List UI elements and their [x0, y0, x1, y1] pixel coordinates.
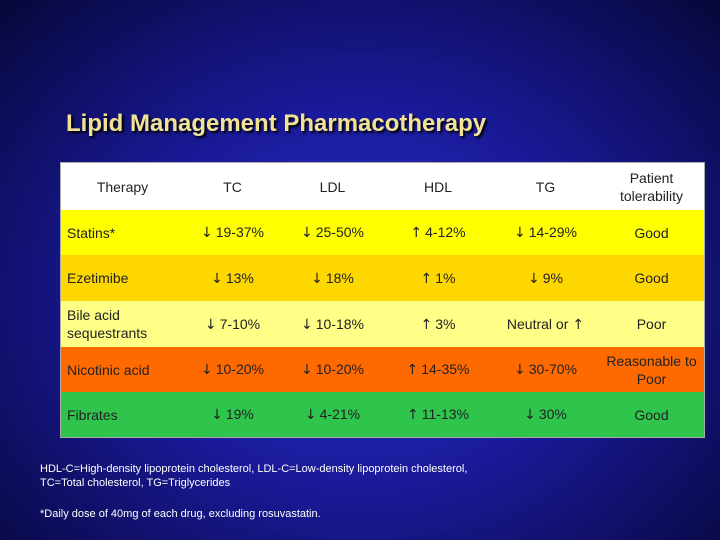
tg-cell: Neutral or ↑ — [492, 301, 599, 347]
arrow-down-icon: ↓ — [301, 316, 313, 333]
header-ldl: LDL — [281, 163, 384, 210]
arrow-down-icon: ↓ — [528, 270, 540, 287]
arrow-down-icon: ↓ — [301, 362, 313, 378]
hdl-cell: ↑ 4-12% — [384, 210, 492, 255]
therapy-name: Bile acid sequestrants — [61, 301, 184, 347]
arrow-down-icon: ↓ — [201, 225, 213, 241]
table-row-ezetimibe: Ezetimibe ↓ 13% ↓ 18% ↑ 1% ↓ 9% Good — [61, 255, 704, 301]
header-therapy: Therapy — [61, 163, 184, 210]
arrow-down-icon: ↓ — [301, 225, 313, 241]
tg-cell: ↓ 30% — [492, 392, 599, 437]
tolerability-cell: Poor — [599, 301, 704, 347]
table-row-nicotinic-acid: Nicotinic acid ↓ 10-20% ↓ 10-20% ↑ 14-35% ↓… — [61, 347, 704, 392]
hdl-cell: ↑ 1% — [384, 255, 492, 301]
arrow-up-icon: ↑ — [407, 407, 419, 423]
footnote-line-2: TC=Total cholesterol, TG=Triglycerides — [40, 477, 231, 489]
arrow-up-icon: ↑ — [420, 316, 433, 333]
therapy-name: Nicotinic acid — [61, 347, 184, 392]
arrow-down-icon: ↓ — [514, 225, 526, 241]
arrow-down-icon: ↓ — [311, 270, 323, 287]
hdl-cell: ↑ 14-35% — [384, 347, 492, 392]
tc-cell: ↓ 19-37% — [184, 210, 281, 255]
tolerability-cell: Good — [599, 255, 704, 301]
ldl-cell: ↓ 10-20% — [281, 347, 384, 392]
arrow-up-icon: ↑ — [410, 225, 423, 241]
therapy-name: Ezetimibe — [61, 255, 184, 301]
footnote-abbreviations: HDL-C=High-density lipoprotein cholester… — [40, 462, 680, 490]
header-patient-tolerability: Patient tolerability — [599, 163, 704, 210]
header-hdl: HDL — [384, 163, 492, 210]
therapy-table-grid: Therapy TC LDL HDL TG Patient tolerabili… — [61, 163, 704, 437]
tc-cell: ↓ 13% — [184, 255, 281, 301]
tg-cell: ↓ 9% — [492, 255, 599, 301]
tg-cell: ↓ 14-29% — [492, 210, 599, 255]
ldl-cell: ↓ 25-50% — [281, 210, 384, 255]
tc-cell: ↓ 10-20% — [184, 347, 281, 392]
arrow-up-icon: ↑ — [572, 316, 585, 333]
arrow-down-icon: ↓ — [201, 362, 213, 378]
footnote-line-1: HDL-C=High-density lipoprotein cholester… — [40, 463, 468, 475]
table-row-bile-acid-sequestrants: Bile acid sequestrants ↓ 7-10% ↓ 10-18% ↑ 3… — [61, 301, 704, 347]
arrow-down-icon: ↓ — [211, 270, 223, 287]
header-tg: TG — [492, 163, 599, 210]
arrow-down-icon: ↓ — [514, 362, 526, 378]
arrow-down-icon: ↓ — [524, 407, 536, 423]
footnote-asterisk: *Daily dose of 40mg of each drug, exclud… — [40, 508, 321, 520]
tc-cell: ↓ 19% — [184, 392, 281, 437]
ldl-cell: ↓ 4-21% — [281, 392, 384, 437]
header-tc: TC — [184, 163, 281, 210]
table-header-row: Therapy TC LDL HDL TG Patient tolerabili… — [61, 163, 704, 210]
therapy-table: Therapy TC LDL HDL TG Patient tolerabili… — [60, 162, 705, 438]
arrow-down-icon: ↓ — [304, 407, 317, 423]
arrow-up-icon: ↑ — [420, 270, 433, 287]
slide-title: Lipid Management Pharmacotherapy — [66, 110, 487, 137]
hdl-cell: ↑ 11-13% — [384, 392, 492, 437]
hdl-cell: ↑ 3% — [384, 301, 492, 347]
ldl-cell: ↓ 10-18% — [281, 301, 384, 347]
tolerability-cell: Good — [599, 392, 704, 437]
table-row-statins: Statins* ↓ 19-37% ↓ 25-50% ↑ 4-12% ↓ 14-29% … — [61, 210, 704, 255]
table-row-fibrates: Fibrates ↓ 19% ↓ 4-21% ↑ 11-13% ↓ 30% Good — [61, 392, 704, 437]
arrow-down-icon: ↓ — [204, 316, 217, 333]
arrow-down-icon: ↓ — [211, 407, 223, 423]
tc-cell: ↓ 7-10% — [184, 301, 281, 347]
tolerability-cell: Good — [599, 210, 704, 255]
therapy-name: Statins* — [61, 210, 184, 255]
therapy-name: Fibrates — [61, 392, 184, 437]
arrow-up-icon: ↑ — [406, 362, 419, 378]
tg-cell: ↓ 30-70% — [492, 347, 599, 392]
ldl-cell: ↓ 18% — [281, 255, 384, 301]
tolerability-cell: Reasonable to Poor — [599, 347, 704, 392]
